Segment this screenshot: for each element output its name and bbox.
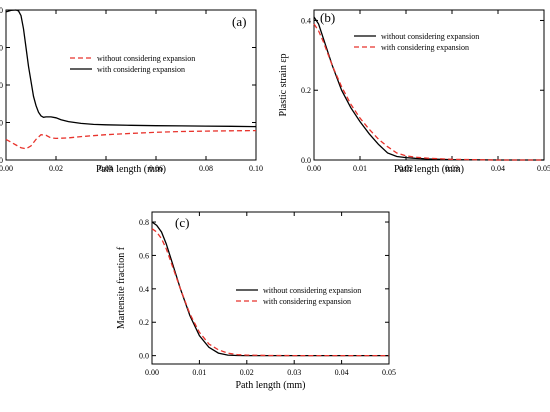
y-tick-label: 0.6 xyxy=(139,251,149,260)
x-axis-label: Path length (mm) xyxy=(236,380,306,391)
chart-panel-a: 0.00 0.02 0.04 0.06 0.08 0.10 -400 -200 0 200 400 w… xyxy=(0,6,263,175)
y-tick-label: 0.0 xyxy=(301,156,311,165)
plot-frame xyxy=(313,9,545,161)
y-tick-label: 200 xyxy=(0,44,3,53)
y-tick-label: 0 xyxy=(0,81,3,90)
y-tick-label: 400 xyxy=(0,6,3,15)
y-tick-label: -400 xyxy=(0,156,3,165)
panel-label: (a) xyxy=(232,14,246,29)
x-tick-label: 0.05 xyxy=(382,368,396,377)
chart-panel-c: 0.00 0.01 0.02 0.03 0.04 0.05 0.0 0.2 0.4 0.6 0.8 w… xyxy=(116,211,396,391)
x-tick-label: 0.04 xyxy=(335,368,349,377)
y-axis-label: Plastic strain εp xyxy=(278,53,289,116)
x-axis-label: Path length (mm) xyxy=(96,164,166,175)
x-tick-label: 0.03 xyxy=(287,368,301,377)
x-tick-label: 0.04 xyxy=(491,164,505,173)
x-tick-label: 0.00 xyxy=(145,368,159,377)
legend-label: with considering expansion xyxy=(97,65,185,74)
y-tick-label: 0.8 xyxy=(139,218,149,227)
y-axis-label: Martensite fraction f xyxy=(116,246,127,329)
y-tick-label: -200 xyxy=(0,119,3,128)
x-tick-label: 0.03 xyxy=(445,164,459,173)
series-line-solid xyxy=(151,221,389,357)
chart-panel-b: 0.00 0.01 0.02 0.03 0.04 0.05 0.0 0.2 0.4 without… xyxy=(278,9,550,175)
x-tick-label: 0.06 xyxy=(149,164,163,173)
panel-label: (c) xyxy=(175,215,189,230)
series-line-dashed xyxy=(313,23,544,161)
x-tick-label: 0.04 xyxy=(99,164,113,173)
x-tick-label: 0.00 xyxy=(307,164,321,173)
x-axis-label: Path length (mm) xyxy=(394,164,464,175)
plot-frame xyxy=(151,211,390,365)
legend-label: without considering expansion xyxy=(381,32,479,41)
y-tick-label: 0.4 xyxy=(301,16,311,25)
legend-label: without considering expansion xyxy=(263,286,361,295)
y-tick-label: 0.0 xyxy=(139,352,149,361)
y-tick-label: 0.4 xyxy=(139,285,149,294)
legend-label: with considering expansion xyxy=(263,297,351,306)
x-tick-label: 0.05 xyxy=(537,164,550,173)
x-tick-label: 0.02 xyxy=(49,164,63,173)
series-line-dashed xyxy=(5,129,257,150)
y-tick-label: 0.2 xyxy=(139,318,149,327)
x-tick-label: 0.10 xyxy=(249,164,263,173)
x-tick-label: 0.08 xyxy=(199,164,213,173)
series-line-solid xyxy=(5,9,257,128)
x-tick-label: 0.01 xyxy=(192,368,206,377)
y-tick-label: 0.2 xyxy=(301,86,311,95)
legend-label: with considering expansion xyxy=(381,43,469,52)
panel-label: (b) xyxy=(320,10,335,25)
x-tick-label: 0.01 xyxy=(353,164,367,173)
x-tick-label: 0.02 xyxy=(240,368,254,377)
x-tick-label: 0.02 xyxy=(399,164,413,173)
series-line-dashed xyxy=(151,228,389,357)
x-tick-label: 0.00 xyxy=(0,164,13,173)
legend-label: without considering expansion xyxy=(97,54,195,63)
